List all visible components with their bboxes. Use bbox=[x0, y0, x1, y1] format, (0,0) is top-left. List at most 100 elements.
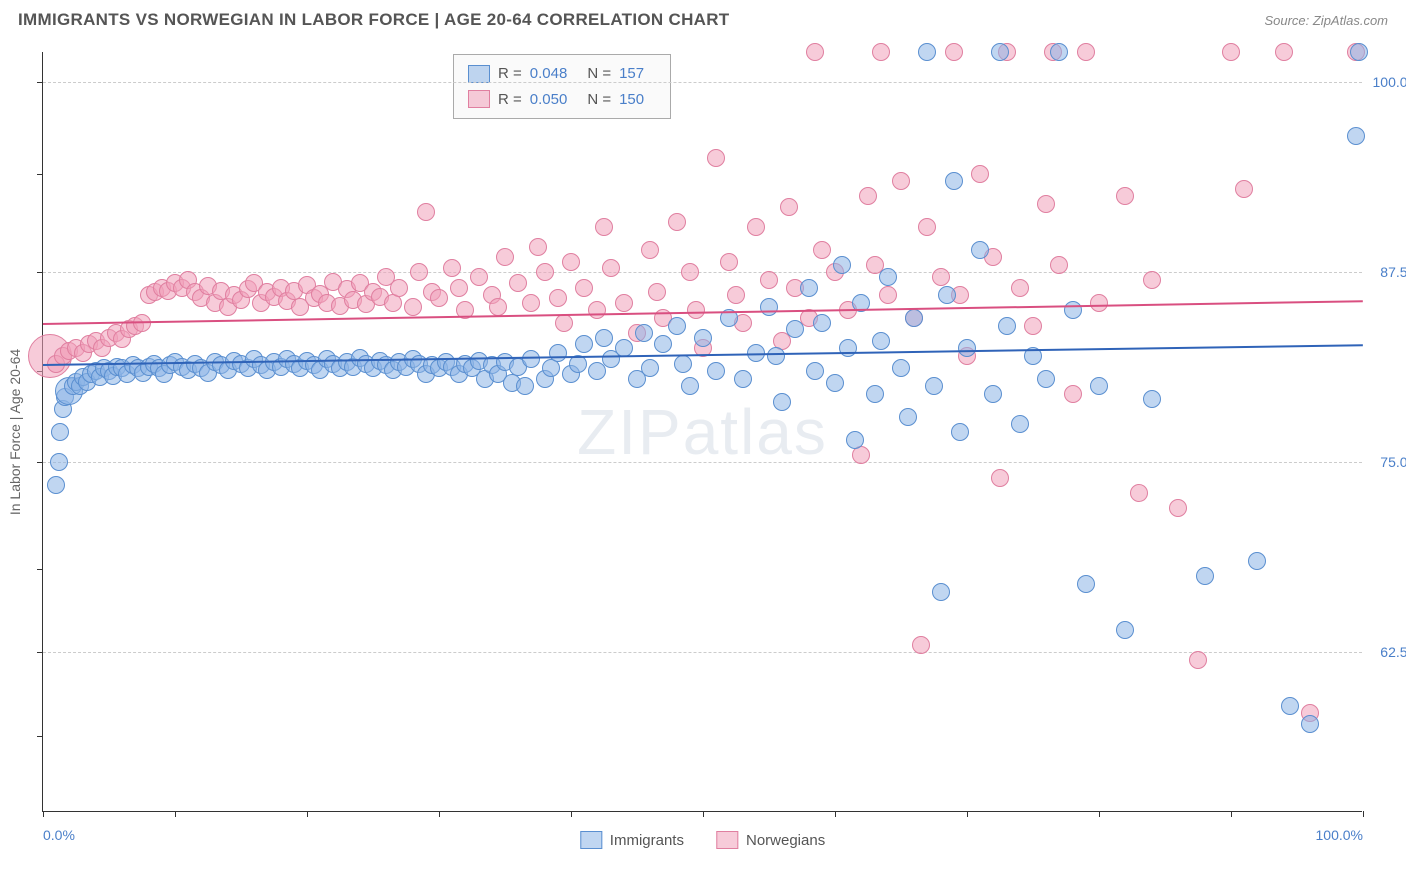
data-point bbox=[866, 385, 884, 403]
legend-item: Immigrants bbox=[580, 831, 684, 849]
data-point bbox=[575, 335, 593, 353]
data-point bbox=[549, 289, 567, 307]
data-point bbox=[588, 301, 606, 319]
data-point bbox=[575, 279, 593, 297]
data-point bbox=[1169, 499, 1187, 517]
legend-r-value: 0.050 bbox=[530, 87, 568, 113]
y-tick-label: 100.0% bbox=[1373, 74, 1406, 90]
data-point bbox=[555, 314, 573, 332]
x-tick-mark bbox=[571, 811, 572, 817]
data-point bbox=[945, 43, 963, 61]
data-point bbox=[1196, 567, 1214, 585]
data-point bbox=[846, 431, 864, 449]
data-point bbox=[668, 317, 686, 335]
data-point bbox=[470, 268, 488, 286]
x-tick-mark bbox=[439, 811, 440, 817]
correlation-legend: R =0.048N =157R =0.050N =150 bbox=[453, 54, 671, 119]
data-point bbox=[1024, 317, 1042, 335]
data-point bbox=[417, 203, 435, 221]
data-point bbox=[489, 298, 507, 316]
data-point bbox=[641, 241, 659, 259]
y-tick-mark bbox=[37, 736, 43, 737]
data-point bbox=[674, 355, 692, 373]
data-point bbox=[1077, 43, 1095, 61]
data-point bbox=[602, 259, 620, 277]
data-point bbox=[641, 359, 659, 377]
data-point bbox=[1064, 301, 1082, 319]
data-point bbox=[800, 279, 818, 297]
series-legend: Immigrants Norwegians bbox=[580, 831, 825, 849]
legend-r-label: R = bbox=[498, 87, 522, 113]
y-tick-mark bbox=[37, 174, 43, 175]
data-point bbox=[1235, 180, 1253, 198]
data-point bbox=[773, 393, 791, 411]
legend-swatch bbox=[468, 65, 490, 83]
data-point bbox=[687, 301, 705, 319]
data-point bbox=[991, 43, 1009, 61]
source-label: Source: ZipAtlas.com bbox=[1264, 13, 1388, 28]
data-point bbox=[826, 374, 844, 392]
data-point bbox=[951, 423, 969, 441]
data-point bbox=[522, 350, 540, 368]
legend-n-value: 150 bbox=[619, 87, 644, 113]
legend-swatch bbox=[468, 90, 490, 108]
data-point bbox=[1090, 294, 1108, 312]
data-point bbox=[549, 344, 567, 362]
data-point bbox=[595, 218, 613, 236]
data-point bbox=[1347, 127, 1365, 145]
x-tick-mark bbox=[967, 811, 968, 817]
legend-n-label: N = bbox=[587, 87, 611, 113]
y-tick-mark bbox=[37, 462, 43, 463]
x-tick-mark bbox=[1231, 811, 1232, 817]
data-point bbox=[892, 172, 910, 190]
legend-item: Norwegians bbox=[716, 831, 825, 849]
data-point bbox=[905, 309, 923, 327]
legend-swatch bbox=[580, 831, 602, 849]
data-point bbox=[390, 279, 408, 297]
data-point bbox=[971, 165, 989, 183]
data-point bbox=[958, 339, 976, 357]
data-point bbox=[932, 583, 950, 601]
data-point bbox=[938, 286, 956, 304]
data-point bbox=[991, 469, 1009, 487]
data-point bbox=[760, 271, 778, 289]
data-point bbox=[918, 218, 936, 236]
data-point bbox=[1064, 385, 1082, 403]
x-tick-label: 0.0% bbox=[43, 827, 75, 843]
legend-swatch bbox=[716, 831, 738, 849]
data-point bbox=[615, 294, 633, 312]
x-tick-label: 100.0% bbox=[1316, 827, 1363, 843]
data-point bbox=[1116, 621, 1134, 639]
data-point bbox=[1011, 415, 1029, 433]
data-point bbox=[51, 423, 69, 441]
y-tick-mark bbox=[37, 272, 43, 273]
data-point bbox=[945, 172, 963, 190]
legend-label: Norwegians bbox=[746, 832, 825, 849]
x-tick-mark bbox=[307, 811, 308, 817]
x-tick-mark bbox=[703, 811, 704, 817]
data-point bbox=[879, 268, 897, 286]
chart-header: IMMIGRANTS VS NORWEGIAN IN LABOR FORCE |… bbox=[0, 0, 1406, 36]
data-point bbox=[872, 332, 890, 350]
data-point bbox=[404, 298, 422, 316]
data-point bbox=[839, 339, 857, 357]
data-point bbox=[918, 43, 936, 61]
gridline bbox=[43, 462, 1362, 463]
data-point bbox=[734, 370, 752, 388]
data-point bbox=[813, 241, 831, 259]
data-point bbox=[747, 218, 765, 236]
data-point bbox=[925, 377, 943, 395]
data-point bbox=[443, 259, 461, 277]
data-point bbox=[806, 362, 824, 380]
data-point bbox=[1281, 697, 1299, 715]
data-point bbox=[720, 253, 738, 271]
gridline bbox=[43, 272, 1362, 273]
legend-row: R = 0.050 N = 150 bbox=[468, 87, 656, 113]
data-point bbox=[654, 335, 672, 353]
data-point bbox=[1037, 195, 1055, 213]
data-point bbox=[694, 329, 712, 347]
data-point bbox=[892, 359, 910, 377]
data-point bbox=[833, 256, 851, 274]
y-tick-mark bbox=[37, 82, 43, 83]
y-tick-mark bbox=[37, 652, 43, 653]
